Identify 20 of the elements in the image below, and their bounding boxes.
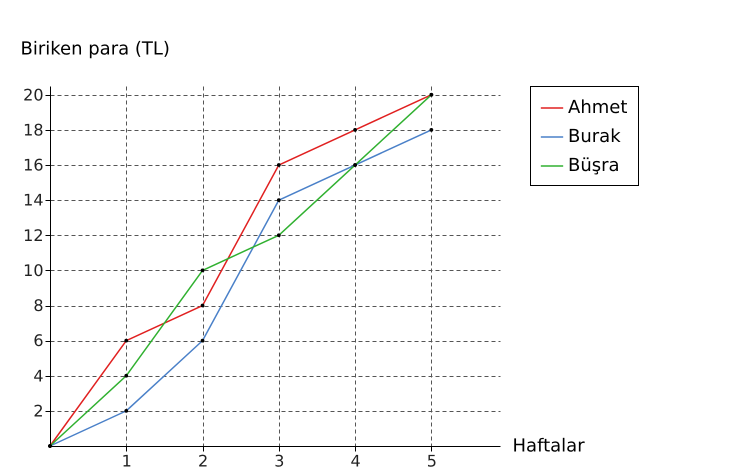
y-tick-label: 6 xyxy=(33,331,44,350)
x-axis-title: Haftalar xyxy=(512,436,586,456)
x-tick-label: 5 xyxy=(426,452,437,470)
y-axis-title: Biriken para (TL) xyxy=(20,38,170,60)
y-tick-label: 12 xyxy=(23,226,44,245)
x-tick-label: 3 xyxy=(274,452,284,470)
y-tick-label: 20 xyxy=(23,85,44,104)
x-tick-label: 2 xyxy=(198,452,208,470)
y-tick-label: 8 xyxy=(33,296,44,316)
x-tick-label: 4 xyxy=(350,452,361,470)
x-tick-label: 1 xyxy=(122,452,132,470)
y-tick-label: 4 xyxy=(33,366,44,386)
y-tick-label: 10 xyxy=(23,260,44,280)
y-tick-label: 18 xyxy=(23,120,44,140)
y-tick-label: 14 xyxy=(23,190,44,210)
legend-label: Burak xyxy=(568,126,622,147)
legend-label: Büşra xyxy=(568,155,620,176)
y-tick-label: 2 xyxy=(33,401,44,420)
y-tick-label: 16 xyxy=(23,156,44,175)
legend-label: Ahmet xyxy=(568,97,628,118)
